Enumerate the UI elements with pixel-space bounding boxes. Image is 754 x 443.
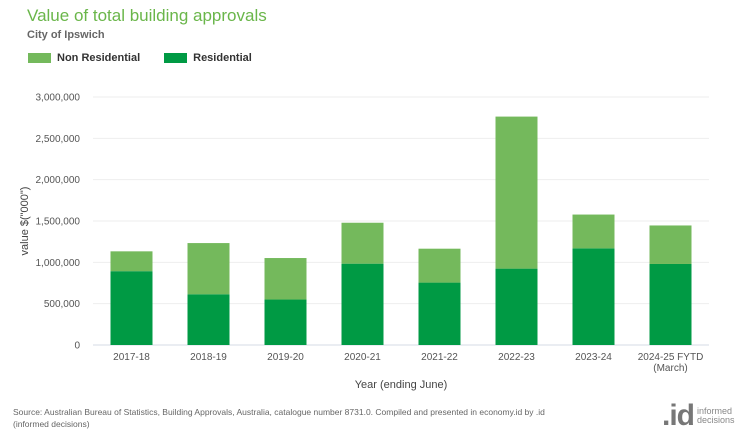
y-tick-label: 500,000 [44, 299, 81, 310]
x-tick-label: 2024-25 FYTD [638, 352, 704, 363]
bar-non-residential [495, 116, 538, 269]
legend-swatch-non-residential [28, 53, 51, 63]
x-axis-title: Year (ending June) [355, 379, 448, 391]
bar-non-residential [264, 258, 307, 300]
bar-residential [418, 282, 461, 345]
id-logo: .id informed decisions [662, 401, 735, 431]
bar-non-residential [572, 214, 615, 249]
legend-item-non-residential[interactable]: Non Residential [28, 52, 140, 64]
bar-residential [649, 263, 692, 345]
y-tick-label: 3,000,000 [36, 93, 81, 104]
bar-residential [264, 299, 307, 345]
logo-mark: .id [662, 399, 695, 432]
chart-title: Value of total building approvals [27, 6, 267, 25]
logo-text: informed decisions [697, 406, 735, 425]
source-note: Source: Australian Bureau of Statistics,… [13, 407, 545, 429]
y-tick-label: 1,500,000 [36, 217, 81, 228]
y-tick-label: 1,000,000 [36, 258, 81, 269]
bar-non-residential [187, 243, 230, 295]
bar-chart: 0 500,000 1,000,000 1,500,000 2,000,000 2,500… [19, 93, 709, 391]
x-tick-label: 2023-24 [575, 352, 612, 363]
legend-label: Residential [193, 52, 252, 64]
bar-non-residential [649, 225, 692, 264]
bar-residential [572, 248, 615, 345]
x-tick-label: 2018-19 [190, 352, 227, 363]
bar-residential [187, 294, 230, 345]
legend-swatch-residential [164, 53, 188, 63]
y-tick-label: 2,000,000 [36, 175, 81, 186]
x-tick-label: 2019-20 [267, 352, 304, 363]
y-tick-label: 2,500,000 [36, 134, 81, 145]
bar-residential [110, 271, 153, 345]
chart-subtitle: City of Ipswich [27, 29, 105, 41]
legend-label: Non Residential [57, 52, 141, 64]
x-tick-label: (March) [653, 363, 687, 374]
x-tick-label: 2021-22 [421, 352, 458, 363]
legend: Non Residential Residential [28, 52, 252, 64]
bar-non-residential [418, 248, 461, 283]
y-axis-title: value $("000") [19, 187, 31, 256]
bar-residential [341, 263, 384, 345]
bar-residential [495, 268, 538, 345]
legend-item-residential[interactable]: Residential [164, 52, 252, 64]
y-tick-label: 0 [74, 341, 80, 352]
bar-non-residential [341, 222, 384, 264]
x-tick-label: 2017-18 [113, 352, 150, 363]
x-tick-label: 2022-23 [498, 352, 535, 363]
x-tick-label: 2020-21 [344, 352, 381, 363]
bar-non-residential [110, 251, 153, 272]
